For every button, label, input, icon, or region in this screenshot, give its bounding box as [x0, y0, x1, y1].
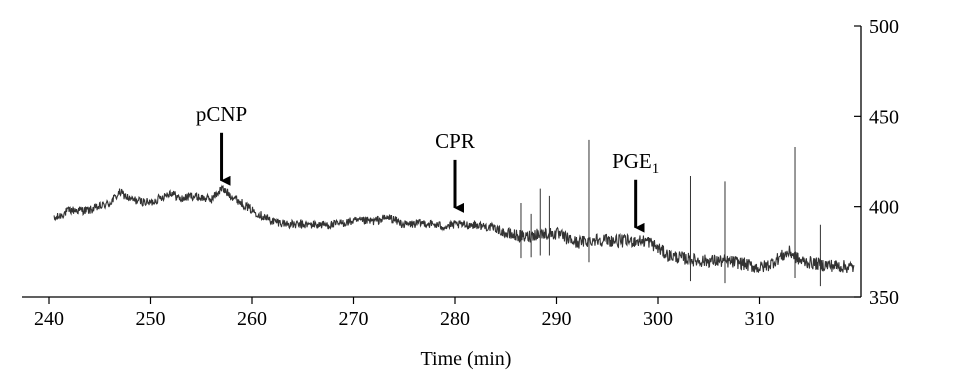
x-tick-label: 310 [745, 308, 775, 330]
annotation-label: pCNP [196, 102, 247, 126]
annotation-label: PGE1 [612, 149, 659, 177]
annotation-label-text: CPR [435, 129, 475, 153]
annotation-label-subscript: 1 [652, 161, 660, 177]
x-tick-label: 280 [440, 308, 470, 330]
x-tick-label: 300 [643, 308, 673, 330]
annotations: pCNP CPR PGE1 [196, 102, 659, 233]
annotation-label-text: PGE [612, 149, 652, 173]
x-tick-label: 250 [136, 308, 166, 330]
x-ticks: 240 250 260 270 280 290 300 310 [34, 297, 775, 330]
plot-area: 240 250 260 270 280 290 300 310 350 400 450 500 pC… [22, 16, 899, 330]
annotation-label-text: pCNP [196, 102, 247, 126]
series-spikes [520, 139, 821, 287]
y-tick-label: 350 [869, 287, 899, 309]
x-tick-label: 240 [34, 308, 64, 330]
y-ticks: 350 400 450 500 [854, 16, 899, 309]
y-tick-label: 500 [869, 16, 899, 38]
annotation-label: CPR [435, 129, 475, 153]
y-tick-label: 400 [869, 197, 899, 219]
x-tick-label: 260 [237, 308, 267, 330]
x-tick-label: 290 [542, 308, 572, 330]
x-axis-label: Time (min) [421, 348, 512, 370]
x-tick-label: 270 [339, 308, 369, 330]
y-tick-label: 450 [869, 106, 899, 128]
series-line [53, 184, 855, 274]
